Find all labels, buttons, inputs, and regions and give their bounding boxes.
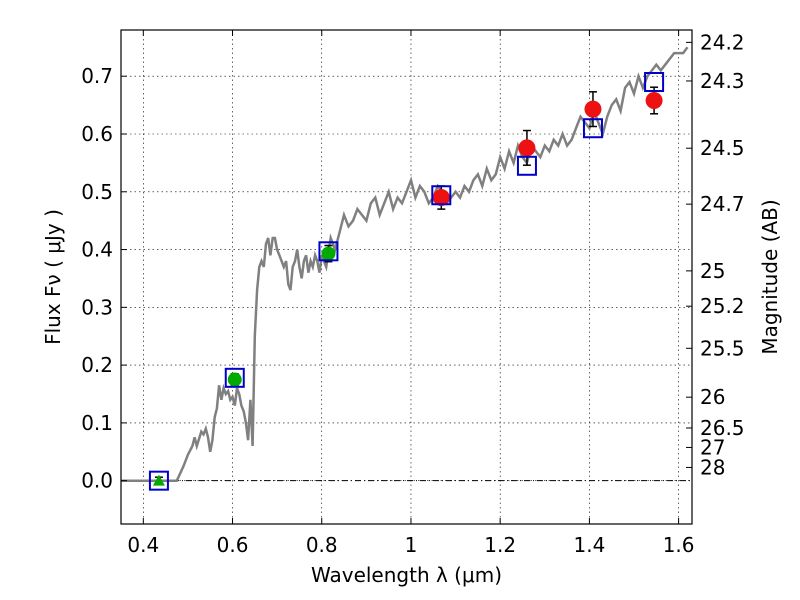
magnitude-tick-label: 28 [700, 455, 725, 479]
x-tick-label: 0.6 [217, 533, 249, 557]
y-tick-label: 0.1 [81, 411, 113, 435]
y-tick-label: 0.4 [81, 238, 113, 262]
magnitude-tick-label: 24.2 [700, 30, 745, 54]
data-points [148, 72, 665, 491]
magnitude-axis-title: Magnitude (AB) [758, 199, 782, 354]
x-axis-title: Wavelength λ (μm) [311, 563, 502, 587]
y-tick-label: 0.5 [81, 180, 113, 204]
grid-lines [121, 30, 692, 524]
y-axis-title: Flux Fν ( μJy ) [41, 209, 65, 345]
x-tick-label: 1.6 [663, 533, 695, 557]
magnitude-tick-label: 25 [700, 259, 725, 283]
magnitude-tick-label: 26 [700, 385, 725, 409]
data-point [518, 139, 536, 157]
x-tick-label: 0.8 [306, 533, 338, 557]
plot-frame [120, 29, 693, 525]
y-axis-ticks: 0.0 0.1 0.2 0.3 0.4 0.5 0.6 0.7 [81, 64, 127, 493]
y-tick-label: 0.3 [81, 295, 113, 319]
x-tick-label: 1 [405, 533, 418, 557]
data-point [645, 91, 663, 109]
data-point [432, 189, 450, 207]
data-point [584, 100, 602, 118]
model-photometry-square [516, 155, 537, 176]
magnitude-tick-label: 27 [700, 435, 725, 459]
data-point [321, 246, 336, 261]
data-point [227, 372, 242, 387]
magnitude-tick-label: 24.5 [700, 136, 745, 160]
model-photometry-square [148, 470, 169, 491]
model-spectrum-line [121, 46, 689, 482]
x-tick-label: 1.2 [484, 533, 516, 557]
y-tick-label: 0.2 [81, 353, 113, 377]
magnitude-tick-label: 24.3 [700, 69, 745, 93]
magnitude-tick-label: 25.2 [700, 294, 745, 318]
magnitude-tick-label: 25.5 [700, 336, 745, 360]
upper-limit-point [152, 474, 165, 486]
model-photometry-square [644, 72, 665, 92]
model-photometry-square [431, 185, 452, 206]
x-axis-ticks: 0.4 0.6 0.8 1 1.2 1.4 1.6 [127, 30, 695, 557]
x-tick-label: 1.4 [573, 533, 605, 557]
y-tick-label: 0.6 [81, 122, 113, 146]
y-tick-label: 0.7 [81, 64, 113, 88]
model-photometry-square [318, 241, 339, 262]
model-photometry-square [582, 118, 603, 139]
y-tick-label: 0.0 [81, 469, 113, 493]
magnitude-tick-label: 26.5 [700, 416, 745, 440]
x-tick-label: 0.4 [127, 533, 159, 557]
magnitude-tick-label: 24.7 [700, 192, 745, 216]
model-photometry-square [224, 367, 245, 388]
